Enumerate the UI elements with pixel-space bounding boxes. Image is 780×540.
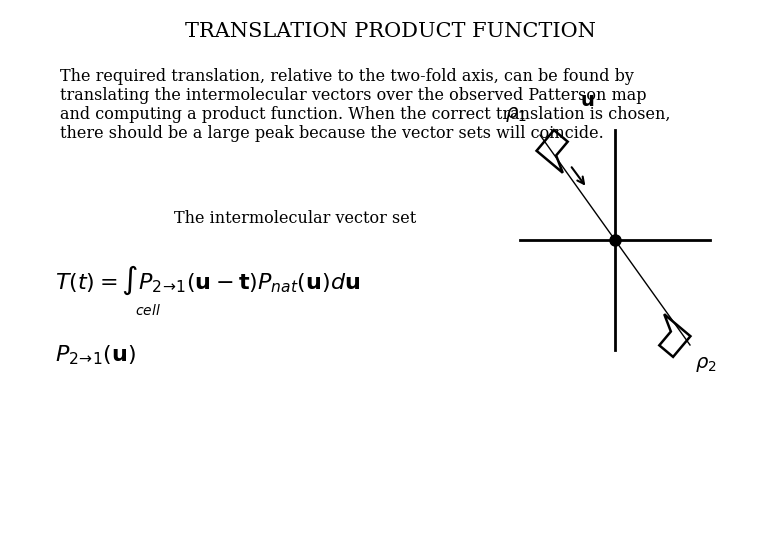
Text: and computing a product function. When the correct translation is chosen,: and computing a product function. When t… (60, 106, 671, 123)
Text: $\rho_1$: $\rho_1$ (505, 105, 526, 125)
Text: $\mathit{cell}$: $\mathit{cell}$ (135, 303, 161, 318)
Text: $P_{2\!\rightarrow\!1}(\mathbf{u})$: $P_{2\!\rightarrow\!1}(\mathbf{u})$ (55, 343, 136, 367)
Text: TRANSLATION PRODUCT FUNCTION: TRANSLATION PRODUCT FUNCTION (185, 22, 595, 41)
Text: The intermolecular vector set: The intermolecular vector set (174, 210, 416, 227)
Text: $T(t) = \int P_{2\!\rightarrow\!1}(\mathbf{u} - \mathbf{t})P_{\mathit{nat}}(\mat: $T(t) = \int P_{2\!\rightarrow\!1}(\math… (55, 264, 360, 296)
Text: there should be a large peak because the vector sets will coincide.: there should be a large peak because the… (60, 125, 604, 142)
Text: $\rho_2$: $\rho_2$ (695, 355, 717, 375)
Text: translating the intermolecular vectors over the observed Patterson map: translating the intermolecular vectors o… (60, 87, 647, 104)
Text: The required translation, relative to the two-fold axis, can be found by: The required translation, relative to th… (60, 68, 634, 85)
Text: $\mathbf{u}$: $\mathbf{u}$ (580, 91, 594, 110)
